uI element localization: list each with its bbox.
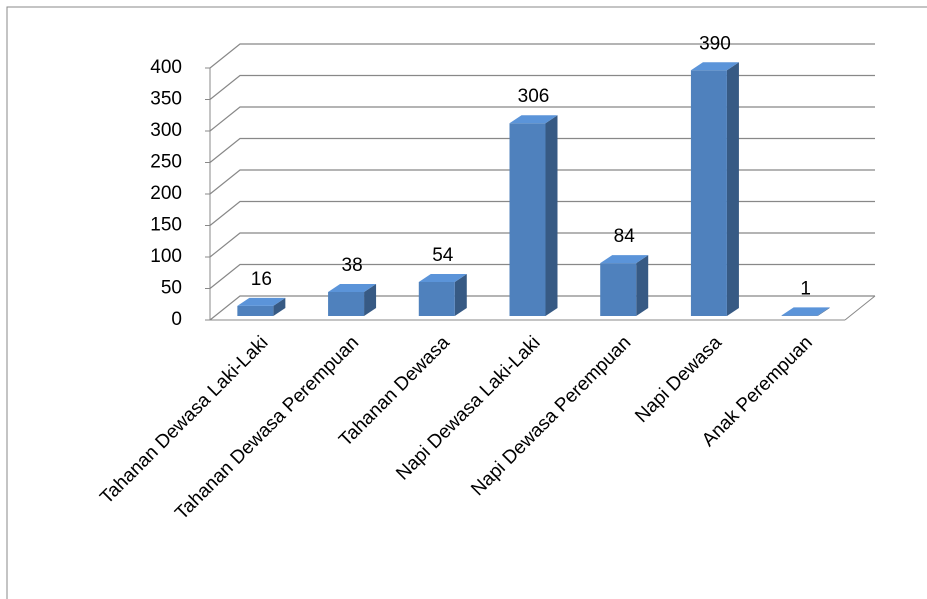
x-tick-label: Napi Dewasa xyxy=(631,332,726,427)
grid-line xyxy=(209,137,875,163)
bar-top xyxy=(328,284,377,293)
bar-front xyxy=(781,315,818,316)
y-tick-label: 400 xyxy=(150,57,182,78)
chart-frame xyxy=(6,6,927,599)
bar-top xyxy=(237,297,286,306)
y-tick-label: 300 xyxy=(150,120,182,141)
data-label: 16 xyxy=(251,269,272,290)
bar xyxy=(600,255,649,316)
grid-line xyxy=(209,295,875,321)
bar-front xyxy=(690,70,727,316)
bar-top xyxy=(509,115,558,124)
grid-line xyxy=(209,200,875,226)
bar xyxy=(237,297,286,316)
bar-side xyxy=(454,273,467,316)
floor-edge xyxy=(844,295,876,321)
x-tick-label: Tahanan Dewasa Laki-Laki xyxy=(96,332,272,508)
y-tick-label: 50 xyxy=(161,278,182,299)
grid-line xyxy=(209,74,875,100)
y-tick-label: 0 xyxy=(171,309,182,330)
bar xyxy=(509,115,558,316)
bar-top xyxy=(690,62,739,71)
grid-line xyxy=(209,106,875,132)
bar-front xyxy=(418,281,455,316)
bar-front xyxy=(328,292,365,316)
y-tick-label: 200 xyxy=(150,183,182,204)
data-label: 306 xyxy=(518,86,550,107)
bar-front xyxy=(509,123,546,316)
bar-side xyxy=(817,307,830,316)
bar-side xyxy=(726,62,739,316)
grid-line xyxy=(209,232,875,258)
y-tick-label: 100 xyxy=(150,246,182,267)
grid-line xyxy=(209,169,875,195)
bar-top xyxy=(600,255,649,264)
bar-side xyxy=(364,284,377,316)
data-label: 84 xyxy=(614,226,636,247)
y-tick-label: 150 xyxy=(150,215,182,236)
grid-line xyxy=(209,43,875,69)
bar-side xyxy=(636,255,649,316)
x-tick-label: Napi Dewasa Perempuan xyxy=(467,332,635,500)
data-label: 38 xyxy=(342,255,363,276)
bar-top xyxy=(418,273,467,282)
bar-side xyxy=(545,115,558,316)
bar-front xyxy=(600,263,637,316)
bar xyxy=(328,284,377,316)
bar xyxy=(690,62,739,316)
x-tick-label: Tahanan Dewasa Perempuan xyxy=(171,332,363,524)
bar xyxy=(418,273,467,316)
data-label: 1 xyxy=(800,278,811,299)
bar xyxy=(781,307,830,316)
bar-top xyxy=(781,307,830,316)
grid-line xyxy=(209,263,875,289)
bar-side xyxy=(273,297,286,316)
y-tick-label: 350 xyxy=(150,89,182,110)
data-label: 390 xyxy=(699,33,731,54)
bar-front xyxy=(237,305,274,316)
data-label: 54 xyxy=(432,245,454,266)
y-tick-label: 250 xyxy=(150,152,182,173)
